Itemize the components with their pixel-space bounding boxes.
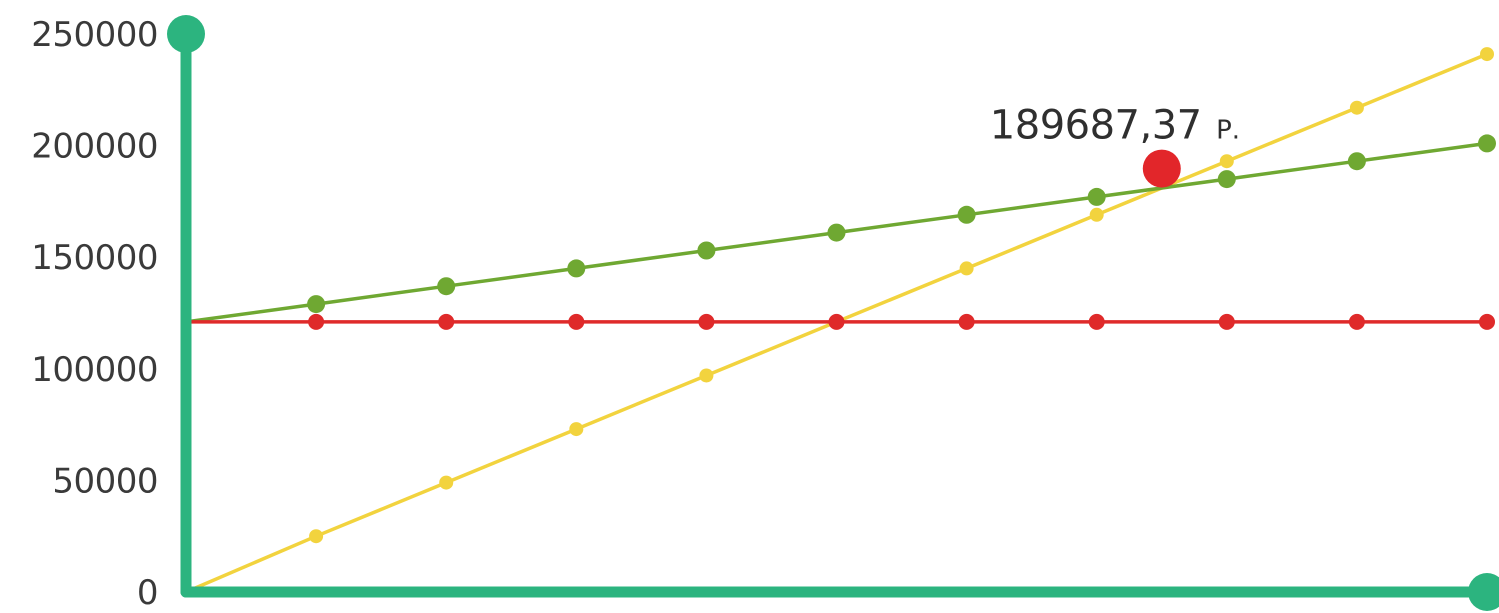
- series-2: [185, 134, 1496, 324]
- series-2-point: [567, 259, 586, 278]
- y-axis-end-dot: [167, 15, 205, 53]
- series-3-point: [698, 313, 715, 330]
- series-2-point: [827, 223, 846, 242]
- series-2-point: [1347, 152, 1366, 171]
- series-3: [186, 313, 1495, 330]
- axes-layer: [167, 15, 1499, 611]
- y-tick-label: 250000: [31, 15, 158, 55]
- series-3-point: [828, 313, 845, 330]
- series-2-point: [1217, 170, 1236, 189]
- series-3-point: [1479, 313, 1495, 330]
- series-1-point: [1089, 207, 1104, 222]
- series-2-point: [957, 205, 976, 224]
- series-1-point: [1349, 100, 1364, 115]
- y-tick-label: 100000: [31, 350, 158, 390]
- y-tick-labels: 0 50000 100000 150000 200000 250000: [31, 15, 158, 613]
- series-layer: [185, 47, 1496, 594]
- y-tick-label: 50000: [52, 461, 158, 501]
- series-1-point: [699, 368, 714, 383]
- intersection-marker: [1142, 149, 1181, 188]
- series-1-point: [439, 475, 454, 490]
- series-1-point: [1480, 47, 1494, 62]
- y-tick-label: 150000: [31, 238, 158, 278]
- series-3-point: [308, 313, 325, 330]
- annotation-unit: Р.: [1216, 116, 1240, 146]
- series-2-point: [307, 295, 326, 314]
- annotation-label: 189687,37 Р.: [990, 103, 1240, 149]
- series-1-point: [959, 261, 974, 276]
- annotation: 189687,37 Р.: [990, 103, 1240, 188]
- series-1-point: [1219, 154, 1234, 169]
- series-2-point: [697, 241, 716, 260]
- y-tick-label: 200000: [31, 127, 158, 167]
- series-3-point: [1218, 313, 1235, 330]
- series-3-point: [958, 313, 975, 330]
- x-axis-end-dot: [1468, 573, 1499, 611]
- series-3-point: [1348, 313, 1365, 330]
- series-2-point: [437, 277, 456, 296]
- series-3-point: [1088, 313, 1105, 330]
- series-2-point: [1087, 187, 1106, 206]
- series-3-point: [438, 313, 455, 330]
- series-3-point: [568, 313, 585, 330]
- annotation-value: 189687,37: [990, 103, 1202, 149]
- y-tick-label: 0: [137, 573, 158, 613]
- series-2-point: [1478, 134, 1496, 153]
- series-1-point: [309, 529, 324, 544]
- series-1-point: [569, 422, 584, 437]
